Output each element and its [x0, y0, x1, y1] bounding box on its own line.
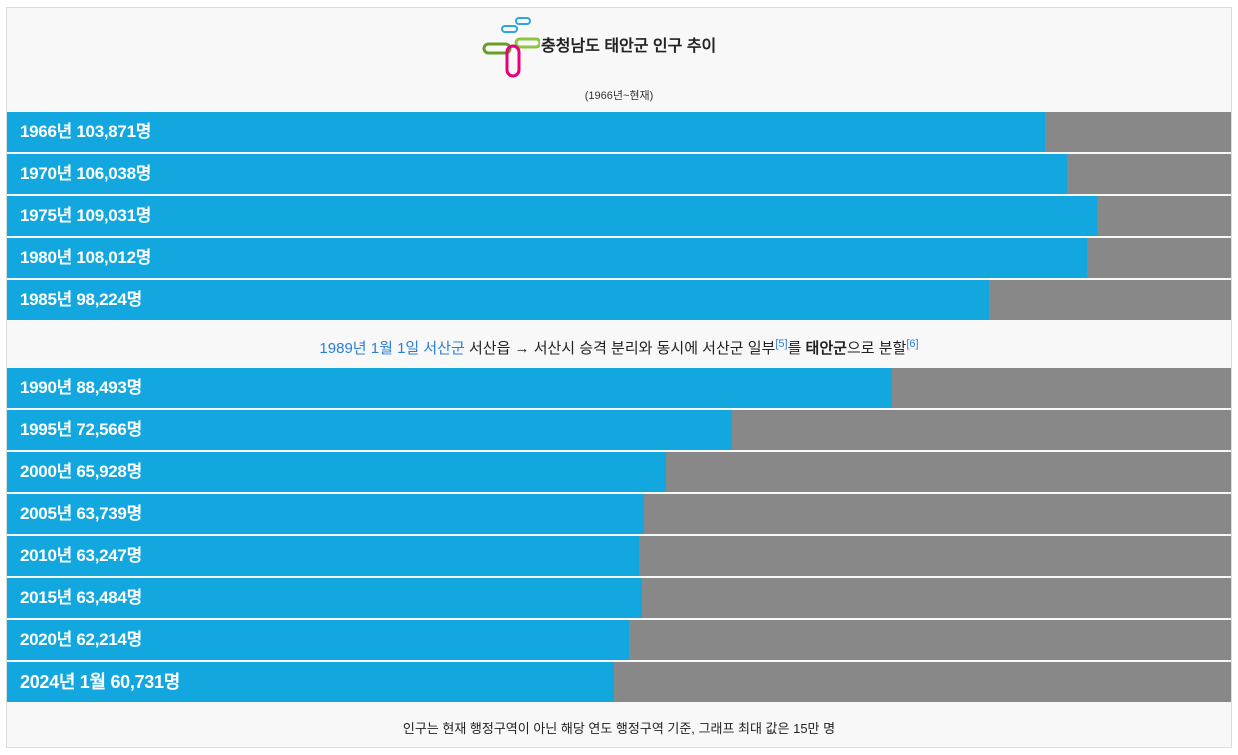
note-text: 를	[787, 340, 806, 357]
population-bar	[7, 410, 733, 450]
bar-label: 1966년 103,871명	[20, 122, 152, 141]
population-bar-row: 2010년 63,247명	[7, 536, 1231, 576]
population-bar-row: 1995년 72,566명	[7, 410, 1231, 450]
bar-label: 1975년 109,031명	[20, 206, 152, 225]
population-bar	[7, 536, 640, 576]
bar-label: 2000년 65,928명	[20, 462, 142, 481]
population-bar	[7, 154, 1067, 194]
bar-label: 1995년 72,566명	[20, 420, 142, 439]
chart-header: 충청남도 태안군 인구 추이 (1966년~현재)	[7, 8, 1231, 112]
population-bar-row: 2020년 62,214명	[7, 620, 1231, 660]
footnote-ref-5[interactable]: [5]	[775, 338, 788, 350]
bar-label: 2024년 1월 60,731명	[20, 672, 180, 692]
bar-label: 2020년 62,214명	[20, 630, 142, 649]
bar-label: 2015년 63,484명	[20, 588, 142, 607]
population-bar	[7, 280, 989, 320]
note-date-link[interactable]: 1989년 1월 1일	[319, 340, 420, 357]
chart-footnote: 인구는 현재 행정구역이 아닌 해당 연도 행정구역 기준, 그래프 최대 값은…	[402, 721, 836, 736]
population-bar-row: 1975년 109,031명	[7, 196, 1231, 236]
population-bar-row: 2000년 65,928명	[7, 452, 1231, 492]
note-text: 서산읍 → 서산시 승격 분리와 동시에 서산군 일부	[464, 340, 776, 357]
population-bar	[7, 196, 1097, 236]
population-bar-row: 1990년 88,493명	[7, 368, 1231, 408]
bar-label: 2005년 63,739명	[20, 504, 142, 523]
note-bold-county: 태안군	[805, 340, 847, 357]
population-bar	[7, 112, 1046, 152]
chart-subtitle: (1966년~현재)	[584, 90, 654, 102]
bar-label: 1970년 106,038명	[20, 164, 152, 183]
population-bar	[7, 578, 642, 618]
population-bar-row: 2015년 63,484명	[7, 578, 1231, 618]
population-bar	[7, 620, 629, 660]
population-bar	[7, 494, 645, 534]
footnote-ref-6[interactable]: [6]	[906, 338, 919, 350]
population-bar-row: 2024년 1월 60,731명	[7, 662, 1231, 702]
bar-label: 2010년 63,247명	[20, 546, 142, 565]
bar-label: 1985년 98,224명	[20, 290, 142, 309]
population-bar	[7, 662, 615, 702]
population-bar	[7, 368, 892, 408]
population-bar-row: 1970년 106,038명	[7, 154, 1231, 194]
population-bar	[7, 452, 667, 492]
note-text: 으로 분할	[846, 340, 907, 357]
population-bar-row: 2005년 63,739명	[7, 494, 1231, 534]
bar-rows: 1966년 103,871명 1970년 106,038명 1975년 109,03…	[7, 112, 1231, 704]
administrative-change-note: 1989년 1월 1일 서산군 서산읍 → 서산시 승격 분리와 동시에 서산군…	[7, 322, 1231, 366]
population-bar-row: 1985년 98,224명	[7, 280, 1231, 320]
chart-container: 충청남도 태안군 인구 추이 (1966년~현재) 1966년 103,871명…	[6, 7, 1232, 748]
chart-title: 충청남도 태안군 인구 추이	[541, 38, 717, 55]
bar-label: 1990년 88,493명	[20, 378, 142, 397]
population-bar-row: 1980년 108,012명	[7, 238, 1231, 278]
population-bar	[7, 238, 1087, 278]
population-bar-row: 1966년 103,871명	[7, 112, 1231, 152]
note-county-link[interactable]: 서산군	[423, 340, 465, 357]
taean-county-logo-icon	[482, 17, 540, 78]
bar-label: 1980년 108,012명	[20, 248, 152, 267]
